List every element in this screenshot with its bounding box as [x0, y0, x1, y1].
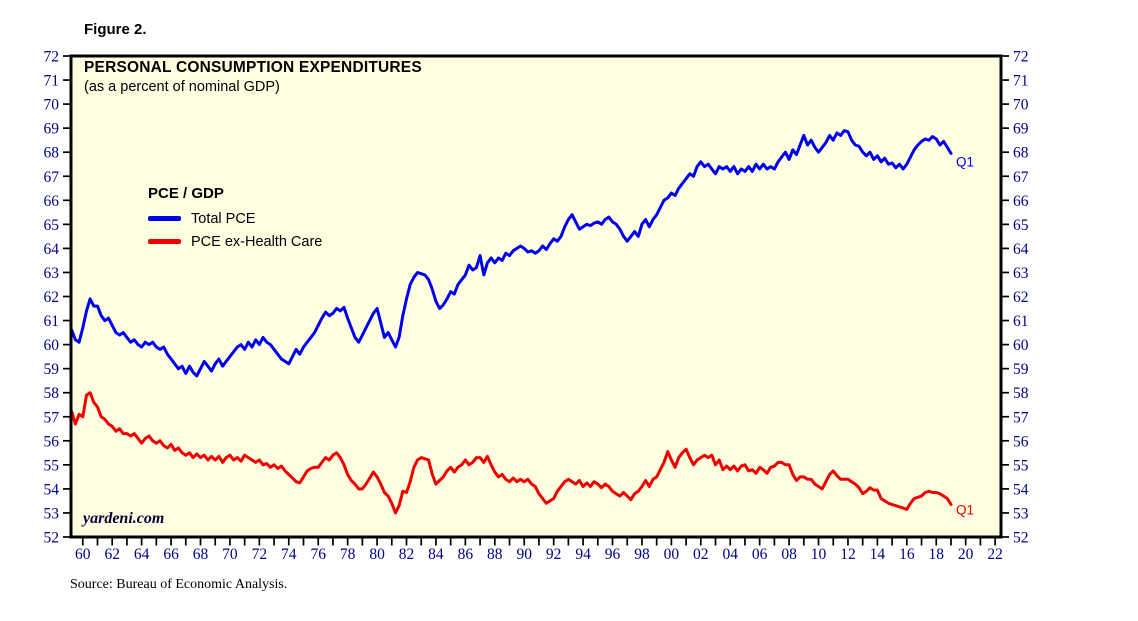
y-tick-label-right: 71	[1013, 73, 1029, 90]
x-tick-label: 62	[104, 546, 120, 563]
total-pce-line-swatch	[148, 216, 181, 221]
x-tick-label: 78	[340, 546, 356, 563]
y-tick-label-right: 65	[1013, 217, 1029, 234]
x-tick-label: 92	[546, 546, 562, 563]
y-tick-label-left: 70	[44, 97, 60, 114]
x-tick-label: 10	[811, 546, 827, 563]
y-tick-label-right: 53	[1013, 505, 1029, 522]
x-tick-label: 74	[281, 546, 297, 563]
legend-title: PCE / GDP	[148, 185, 224, 202]
x-tick-label: 82	[399, 546, 415, 563]
y-tick-label-right: 72	[1013, 49, 1029, 66]
x-tick-label: 16	[899, 546, 915, 563]
x-tick-label: 64	[134, 546, 150, 563]
x-tick-label: 66	[163, 546, 179, 563]
y-tick-label-right: 68	[1013, 145, 1029, 162]
y-tick-label-left: 57	[44, 409, 60, 426]
y-tick-label-left: 55	[44, 457, 60, 474]
x-tick-label: 72	[252, 546, 268, 563]
series-end-label: Q1	[956, 503, 974, 518]
y-tick-label-right: 54	[1013, 481, 1029, 498]
y-tick-label-left: 64	[44, 241, 60, 258]
x-tick-label: 06	[752, 546, 768, 563]
y-tick-label-right: 64	[1013, 241, 1029, 258]
y-tick-label-left: 63	[44, 265, 60, 282]
legend-item-label: PCE ex-Health Care	[191, 233, 323, 250]
x-tick-label: 02	[693, 546, 709, 563]
x-tick-label: 90	[516, 546, 532, 563]
x-tick-label: 86	[458, 546, 474, 563]
y-tick-label-right: 59	[1013, 361, 1029, 378]
x-tick-label: 14	[870, 546, 886, 563]
y-tick-label-right: 60	[1013, 337, 1029, 354]
y-tick-label-right: 58	[1013, 385, 1029, 402]
x-tick-label: 98	[634, 546, 650, 563]
y-tick-label-left: 68	[44, 145, 60, 162]
x-tick-label: 18	[929, 546, 945, 563]
y-tick-label-left: 66	[44, 193, 60, 210]
y-tick-label-left: 53	[44, 505, 60, 522]
x-tick-label: 94	[575, 546, 591, 563]
chart-subtitle: (as a percent of nominal GDP)	[84, 79, 280, 95]
plot-area	[71, 56, 1001, 537]
x-tick-label: 96	[605, 546, 621, 563]
y-tick-label-left: 67	[44, 169, 60, 186]
x-tick-label: 20	[958, 546, 974, 563]
x-tick-label: 68	[193, 546, 209, 563]
y-tick-label-right: 69	[1013, 121, 1029, 138]
x-tick-label: 04	[722, 546, 738, 563]
y-tick-label-right: 56	[1013, 433, 1029, 450]
series-end-label: Q1	[956, 154, 974, 169]
y-tick-label-left: 72	[44, 49, 60, 66]
y-tick-label-left: 58	[44, 385, 60, 402]
y-tick-label-right: 62	[1013, 289, 1029, 306]
y-tick-label-right: 67	[1013, 169, 1029, 186]
legend: PCE / GDP Total PCE PCE ex-Health Care	[148, 185, 322, 253]
y-tick-label-right: 55	[1013, 457, 1029, 474]
y-tick-label-left: 54	[44, 481, 60, 498]
plot-border	[69, 54, 1003, 539]
x-tick-label: 84	[428, 546, 444, 563]
y-tick-label-right: 61	[1013, 313, 1029, 330]
y-tick-label-left: 62	[44, 289, 60, 306]
y-tick-label-left: 60	[44, 337, 60, 354]
chart-title: PERSONAL CONSUMPTION EXPENDITURES	[84, 59, 422, 76]
y-tick-label-right: 70	[1013, 97, 1029, 114]
y-tick-label-right: 66	[1013, 193, 1029, 210]
y-tick-label-left: 61	[44, 313, 60, 330]
figure-label: Figure 2.	[84, 21, 147, 38]
legend-item-pce-ex-health-care: PCE ex-Health Care	[148, 230, 322, 253]
x-tick-label: 00	[664, 546, 680, 563]
y-tick-label-left: 52	[44, 530, 60, 547]
y-tick-label-left: 65	[44, 217, 60, 234]
y-tick-label-left: 69	[44, 121, 60, 138]
y-tick-label-left: 71	[44, 73, 60, 90]
x-tick-label: 12	[840, 546, 856, 563]
source-note: Source: Bureau of Economic Analysis.	[70, 577, 288, 592]
x-tick-label: 22	[987, 546, 1003, 563]
series-line-pce-ex-health-care	[70, 391, 953, 515]
y-tick-label-right: 63	[1013, 265, 1029, 282]
y-tick-label-right: 52	[1013, 530, 1029, 547]
x-tick-label: 60	[75, 546, 91, 563]
x-tick-label: 76	[310, 546, 326, 563]
watermark: yardeni.com	[83, 510, 165, 527]
x-tick-label: 08	[781, 546, 797, 563]
y-tick-label-right: 57	[1013, 409, 1029, 426]
x-tick-label: 80	[369, 546, 385, 563]
legend-item-label: Total PCE	[191, 210, 256, 227]
y-tick-label-left: 56	[44, 433, 60, 450]
y-tick-label-left: 59	[44, 361, 60, 378]
x-tick-label: 88	[487, 546, 503, 563]
x-tick-label: 70	[222, 546, 238, 563]
series-line-total-pce	[70, 129, 953, 378]
legend-item-total-pce: Total PCE	[148, 207, 322, 230]
pce-ex-health-care-line-swatch	[148, 239, 181, 244]
